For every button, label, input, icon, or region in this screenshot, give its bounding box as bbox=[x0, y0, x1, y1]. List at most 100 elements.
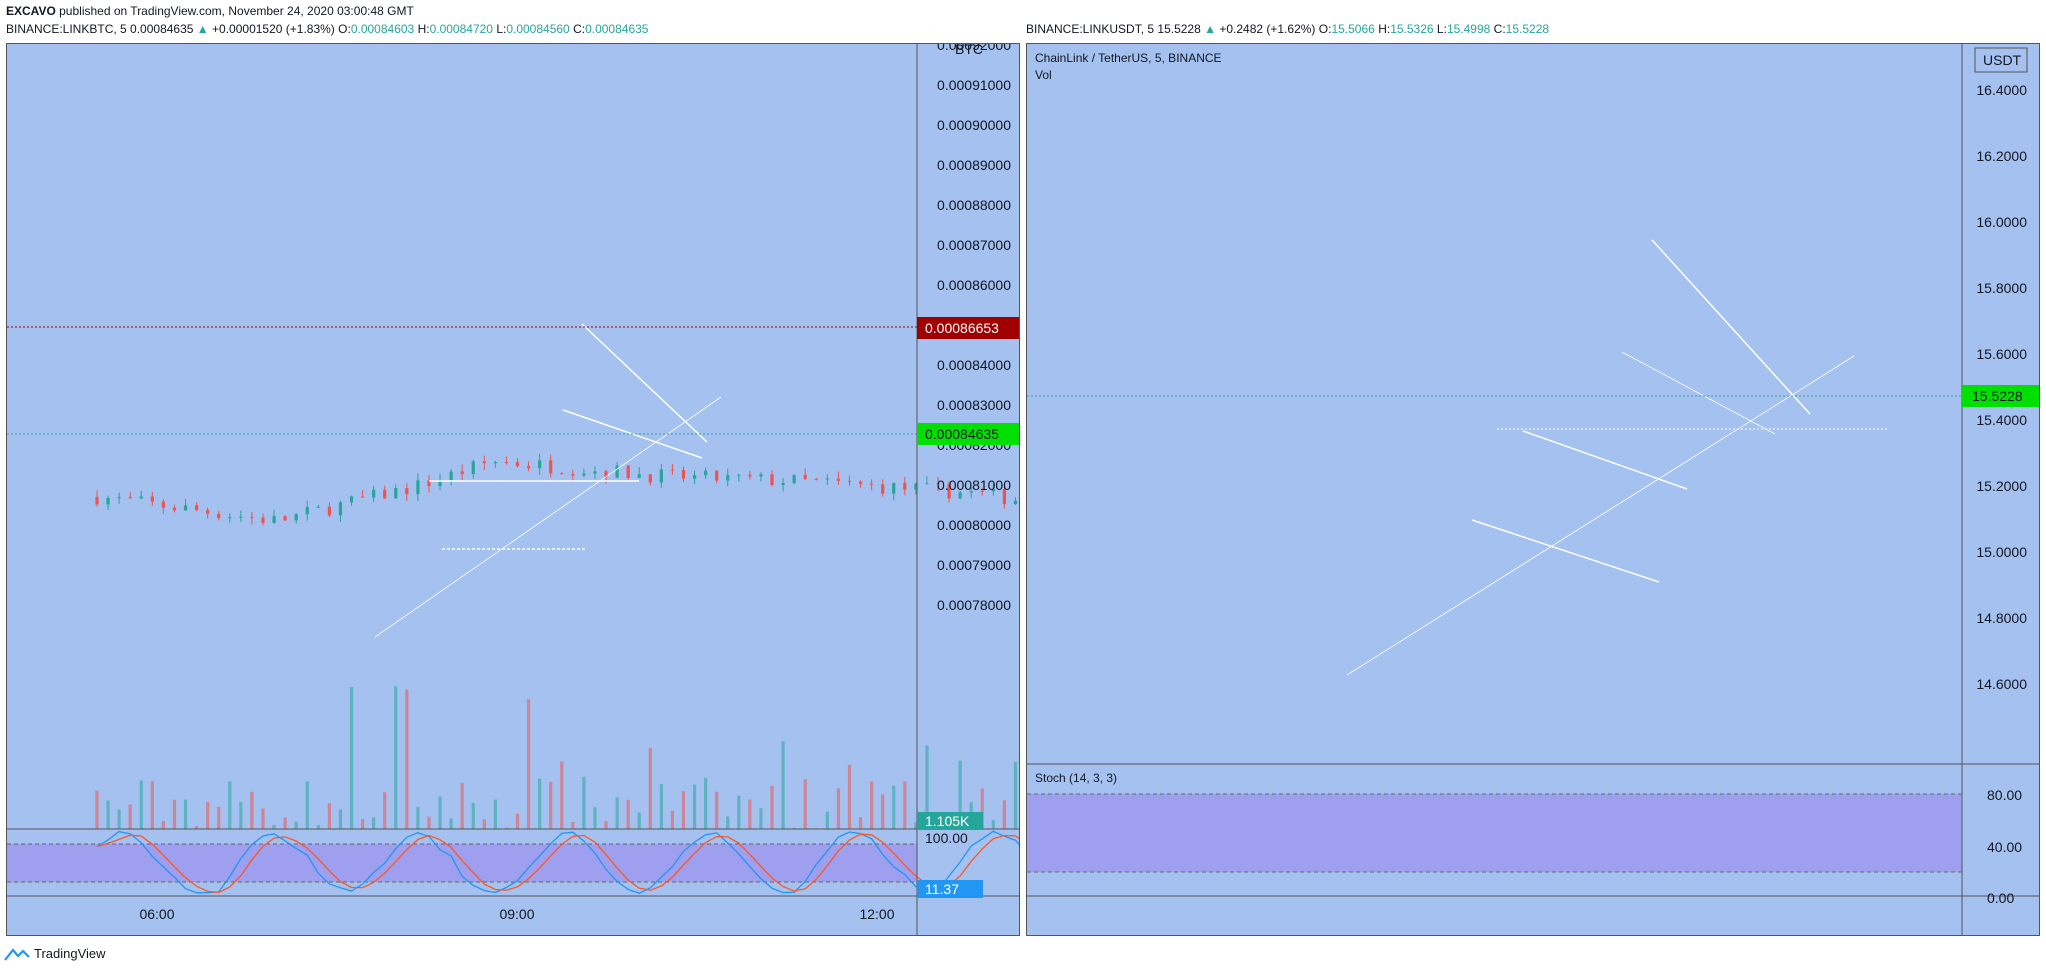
left-symbol-line: BINANCE:LINKBTC, 5 0.00084635 ▲ +0.00001… bbox=[6, 22, 648, 36]
volume-bar bbox=[892, 785, 896, 829]
price-tick-label: 16.0000 bbox=[1976, 214, 2027, 230]
right-chart-svg[interactable]: ChainLink / TetherUS, 5, BINANCE Vol Sto… bbox=[1027, 44, 2039, 935]
volume-bar bbox=[626, 799, 630, 829]
volume-bar bbox=[95, 790, 99, 829]
right-price-axis[interactable]: 16.4000 16.2000 16.0000 15.8000 15.6000 15.40… bbox=[1976, 82, 2027, 692]
candle-down bbox=[283, 516, 287, 521]
tradingview-footer[interactable]: TradingView bbox=[4, 946, 106, 961]
volume-bar bbox=[759, 808, 763, 829]
candle-up bbox=[582, 473, 586, 476]
volume-bar bbox=[781, 741, 785, 829]
price-tick-label: 15.4000 bbox=[1976, 412, 2027, 428]
candle-down bbox=[571, 474, 575, 476]
price-tick-label: 0.00089000 bbox=[937, 157, 1011, 173]
volume-bar bbox=[991, 820, 995, 829]
volume-bar bbox=[726, 816, 730, 829]
right-chart-panel[interactable]: ChainLink / TetherUS, 5, BINANCE Vol Sto… bbox=[1026, 43, 2040, 936]
volume-bar bbox=[250, 791, 254, 829]
volume-bar bbox=[526, 699, 531, 829]
candle-up bbox=[449, 471, 453, 481]
candle-down bbox=[383, 489, 387, 499]
price-tick-label: 0.00078000 bbox=[937, 597, 1011, 613]
right-h-label: H: bbox=[1378, 22, 1391, 36]
volume-bar bbox=[515, 813, 520, 829]
left-o-label: O: bbox=[338, 22, 351, 36]
volume-bar bbox=[582, 776, 586, 829]
left-stoch-value-text: 11.37 bbox=[925, 881, 959, 897]
left-stoch-tick-100: 100.00 bbox=[925, 830, 968, 846]
left-currency-label: BTC bbox=[955, 44, 983, 57]
left-price-axis[interactable]: 0.000920000.000910000.000900000.00089000… bbox=[937, 37, 1011, 613]
candle-down bbox=[128, 497, 132, 499]
candle-down bbox=[814, 478, 818, 480]
candle-down bbox=[206, 510, 210, 514]
left-plot-area[interactable] bbox=[7, 44, 917, 829]
volume-bar bbox=[194, 826, 199, 829]
candle-down bbox=[560, 473, 564, 475]
volume-bar bbox=[305, 781, 309, 829]
right-plot-area[interactable] bbox=[1027, 44, 1962, 764]
publish-info: EXCAVO published on TradingView.com, Nov… bbox=[6, 4, 414, 18]
right-currency-label[interactable]: USDT bbox=[1983, 52, 2022, 68]
price-tick-label: 15.8000 bbox=[1976, 280, 2027, 296]
candle-up bbox=[272, 516, 276, 523]
right-wedge-upper-line bbox=[1651, 239, 1811, 415]
candle-up bbox=[228, 517, 232, 519]
volume-bar bbox=[261, 808, 265, 829]
volume-bar bbox=[272, 824, 276, 829]
candle-up bbox=[925, 483, 929, 485]
candle-up bbox=[372, 489, 376, 498]
time-tick-label: 12:00 bbox=[859, 906, 894, 922]
left-l-label: L: bbox=[496, 22, 507, 36]
volume-bar bbox=[615, 797, 619, 829]
volume-bar bbox=[704, 777, 708, 829]
volume-bar bbox=[1002, 800, 1007, 829]
price-tick-label: 0.00080000 bbox=[937, 517, 1011, 533]
author-name[interactable]: EXCAVO bbox=[6, 4, 56, 18]
candle-down bbox=[405, 488, 409, 495]
right-open: 15.5066 bbox=[1331, 22, 1375, 36]
volume-bar bbox=[338, 809, 343, 829]
price-tick-label: 15.0000 bbox=[1976, 544, 2027, 560]
candle-up bbox=[593, 471, 597, 474]
right-legend-title: ChainLink / TetherUS, 5, BINANCE bbox=[1035, 51, 1222, 65]
candle-up bbox=[493, 462, 497, 464]
candle-down bbox=[881, 484, 885, 494]
right-currency-button[interactable]: USDT bbox=[1974, 47, 2028, 73]
candle-up bbox=[969, 490, 973, 493]
volume-bar bbox=[438, 796, 442, 829]
volume-bar bbox=[737, 795, 741, 829]
candle-down bbox=[427, 480, 431, 487]
candle-up bbox=[117, 497, 121, 499]
left-chart-panel[interactable]: 0.00092000 0.00091000 0.00090000 0.00089000… bbox=[6, 37, 1975, 936]
candle-up bbox=[538, 460, 542, 469]
candle-up bbox=[305, 507, 309, 515]
volume-bar bbox=[405, 689, 409, 829]
left-open: 0.00084603 bbox=[350, 22, 415, 36]
left-price: 0.00084635 bbox=[130, 22, 194, 36]
candle-down bbox=[681, 470, 686, 479]
candle-up bbox=[914, 483, 918, 490]
candle-up bbox=[792, 474, 796, 484]
candle-down bbox=[836, 478, 841, 481]
price-tick-label: 16.2000 bbox=[1976, 148, 2027, 164]
right-last-price-text: 15.5228 bbox=[1972, 388, 2023, 404]
volume-bar bbox=[560, 761, 564, 829]
candle-down bbox=[947, 484, 951, 499]
candle-down bbox=[515, 462, 520, 467]
candle-up bbox=[106, 497, 110, 505]
candle-up bbox=[1013, 500, 1018, 505]
right-close: 15.5228 bbox=[1505, 22, 1550, 36]
left-last-price-tag: 0.00084635 bbox=[917, 423, 1019, 445]
candle-down bbox=[526, 466, 531, 469]
candle-down bbox=[150, 496, 154, 502]
volume-bar bbox=[858, 817, 863, 829]
left-chart-svg[interactable]: 0.000920000.000910000.000900000.00089000… bbox=[7, 37, 1975, 935]
price-tick-label: 0.00090000 bbox=[937, 117, 1011, 133]
candle-down bbox=[770, 474, 774, 485]
volume-bar bbox=[150, 781, 154, 829]
right-legend-volume: Vol bbox=[1035, 68, 1052, 82]
right-stoch-band bbox=[1027, 794, 1962, 872]
left-high: 0.00084720 bbox=[429, 22, 493, 36]
volume-bar bbox=[294, 821, 298, 829]
